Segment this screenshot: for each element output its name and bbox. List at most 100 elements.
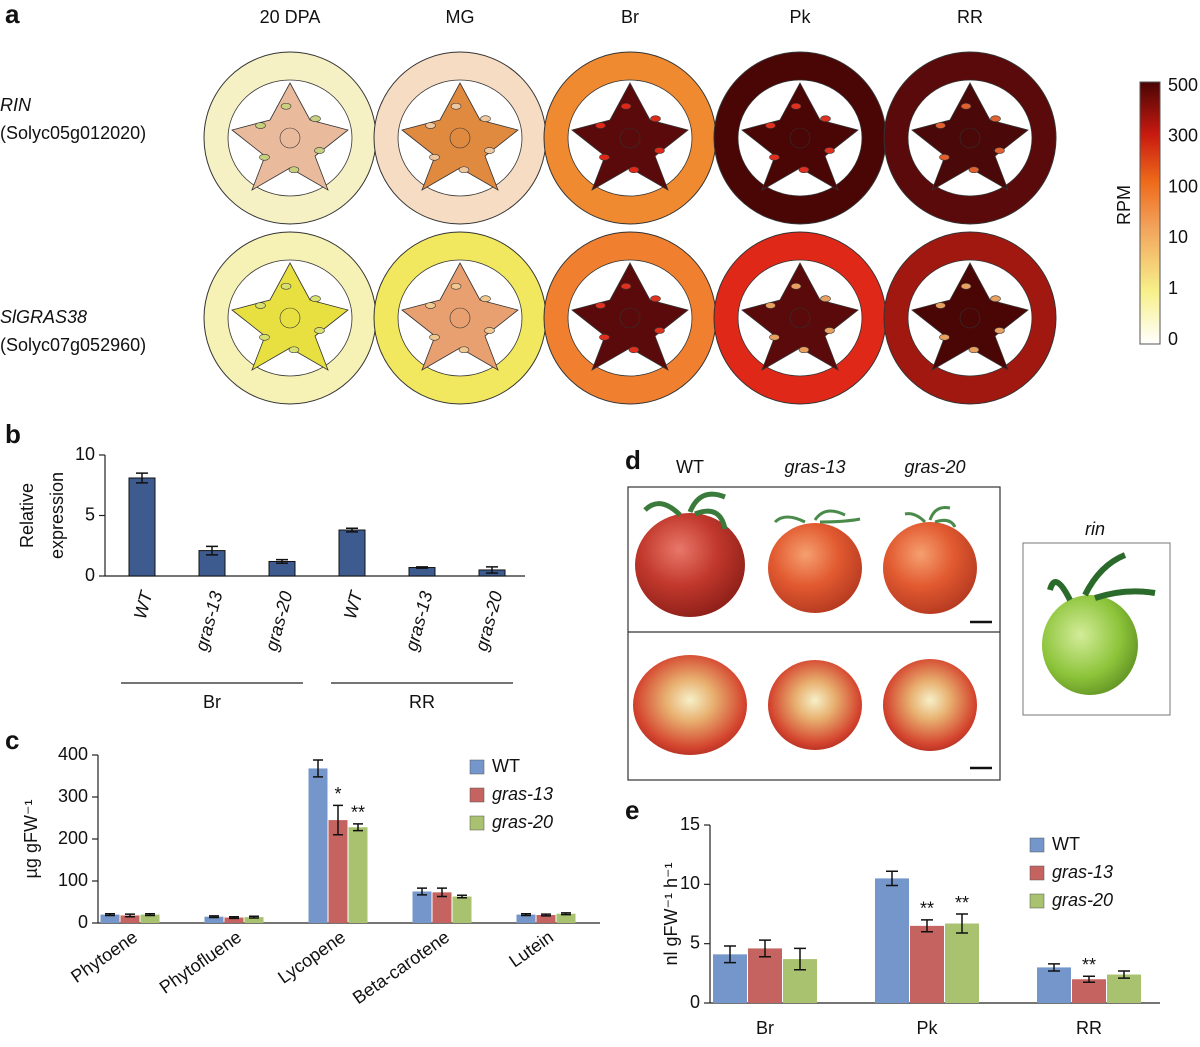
bar: [432, 892, 452, 923]
seed: [968, 346, 980, 354]
error-bar: [353, 823, 363, 832]
seed: [458, 166, 470, 174]
seed: [960, 282, 972, 290]
error-bar: [437, 887, 447, 898]
panel-label: b: [5, 419, 21, 449]
seed: [654, 327, 665, 334]
columella: [789, 307, 811, 329]
significance-label: **: [955, 893, 969, 913]
seed: [620, 282, 632, 290]
seed: [798, 346, 810, 354]
error-bar: [346, 527, 358, 533]
error-bar: [125, 913, 135, 918]
y-tick-label: 0: [85, 565, 95, 585]
bar: [556, 913, 576, 923]
x-tick-label: Lycopene: [274, 927, 349, 988]
seed: [654, 147, 665, 154]
y-tick-label: 200: [58, 828, 88, 848]
bar: [224, 917, 244, 923]
y-axis-label: Relative: [17, 483, 37, 548]
seed: [259, 153, 270, 161]
stage-label: MG: [446, 7, 475, 27]
seed: [429, 333, 440, 341]
seed: [824, 147, 835, 154]
x-tick-label: gras-13: [401, 589, 436, 653]
significance-label: **: [920, 899, 934, 919]
columella: [279, 307, 301, 329]
seed: [765, 122, 776, 129]
y-tick-label: 5: [690, 932, 700, 952]
seed: [280, 282, 292, 290]
seed: [310, 115, 321, 123]
seed: [824, 327, 835, 334]
panel-label: c: [5, 725, 19, 755]
heatmap-panel: 20 DPA MG Br Pk RR RIN (Solyc05g012020) …: [0, 7, 1161, 355]
error-bar: [416, 566, 428, 569]
bar: [910, 925, 944, 1003]
seed: [429, 153, 440, 161]
error-bar: [724, 945, 736, 964]
significance-label: *: [334, 784, 341, 804]
fruit-photo: [768, 523, 862, 613]
legend-label: gras-20: [492, 812, 553, 832]
error-bar: [759, 939, 771, 958]
bar: [204, 916, 224, 923]
seed: [425, 302, 436, 309]
seed: [458, 346, 470, 354]
seed: [314, 147, 325, 154]
fruit-sepal: [643, 491, 728, 530]
bar: [348, 827, 368, 923]
x-tick-label: gras-20: [471, 589, 506, 653]
y-tick-label: 300: [58, 786, 88, 806]
legend-swatch: [469, 815, 485, 831]
photo-label: WT: [676, 457, 704, 477]
colorbar-tick-label: 500: [1168, 75, 1198, 95]
panel-label: e: [625, 795, 639, 825]
seed: [628, 346, 640, 354]
seed: [935, 302, 946, 309]
error-bar: [229, 915, 239, 920]
seed: [620, 102, 632, 110]
colorbar-tick-label: 300: [1168, 126, 1198, 146]
error-bar: [333, 804, 343, 836]
x-tick-label: Phytoene: [67, 927, 141, 987]
fruit-section: [633, 655, 747, 755]
bar: [338, 529, 366, 577]
error-bar: [136, 472, 148, 484]
seed: [650, 295, 661, 303]
seed: [994, 327, 1005, 334]
seed: [255, 122, 266, 129]
photo-label: rin: [1085, 519, 1105, 539]
seed: [968, 166, 980, 174]
photo-panel: WT gras-13 gras-20 rin: [627, 457, 1171, 781]
colorbar-tick-label: 100: [1168, 176, 1198, 196]
seed: [798, 166, 810, 174]
error-bar: [921, 919, 933, 933]
seed: [960, 102, 972, 110]
error-bar: [105, 913, 115, 917]
panel-label: a: [5, 0, 20, 29]
columella: [449, 307, 471, 329]
y-tick-label: 0: [690, 992, 700, 1012]
error-bar: [521, 913, 531, 917]
x-tick-label: gras-20: [261, 589, 296, 653]
y-tick-label: 10: [75, 444, 95, 464]
colorbar-tick-label: 0: [1168, 329, 1178, 349]
bar: [748, 948, 782, 1003]
seed: [484, 147, 495, 154]
error-bar: [417, 887, 427, 896]
error-bar: [1048, 963, 1060, 972]
seed: [288, 346, 300, 354]
error-bar: [956, 913, 968, 934]
gene-id: (Solyc07g052960): [0, 335, 146, 355]
photo-label: gras-20: [904, 457, 965, 477]
y-axis-label: expression: [47, 472, 67, 559]
legend-label: gras-20: [1052, 890, 1113, 910]
seed: [939, 333, 950, 341]
significance-label: **: [1082, 955, 1096, 975]
error-bar: [886, 870, 898, 887]
gene-id: (Solyc05g012020): [0, 123, 146, 143]
error-bar: [794, 947, 806, 971]
seed: [259, 333, 270, 341]
seed: [450, 282, 462, 290]
